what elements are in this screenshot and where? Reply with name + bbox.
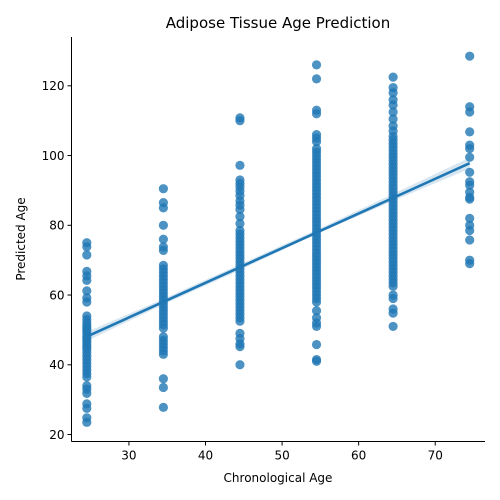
data-point [388, 321, 398, 332]
data-points [82, 51, 475, 427]
x-axis-label: Chronological Age [224, 471, 333, 485]
data-point [465, 152, 475, 162]
data-point [465, 194, 475, 204]
data-point [158, 349, 168, 359]
data-point [311, 321, 322, 332]
data-point [158, 203, 168, 213]
data-point [311, 297, 322, 307]
data-point [388, 88, 398, 98]
data-point [158, 245, 168, 256]
y-axis-label: Predicted Age [14, 197, 28, 280]
data-point [82, 403, 92, 413]
data-point [82, 297, 92, 307]
data-point [158, 220, 168, 230]
regression-line [86, 162, 471, 338]
data-point [311, 60, 322, 70]
data-point [311, 339, 322, 350]
data-point [235, 360, 245, 370]
x-tick-label: 30 [121, 449, 136, 463]
data-point [235, 116, 245, 126]
data-point [465, 143, 475, 154]
y-axis-ticks: 20 40 60 80 100 120 [42, 79, 72, 442]
data-point [311, 356, 322, 366]
x-tick-label: 60 [351, 449, 366, 463]
chart-title: Adipose Tissue Age Prediction [166, 14, 391, 32]
data-point [388, 281, 398, 291]
data-point [388, 293, 398, 304]
data-point [82, 417, 92, 427]
data-point [235, 218, 245, 229]
data-point [311, 109, 322, 119]
data-point [82, 275, 92, 285]
data-point [158, 382, 168, 393]
data-point [388, 72, 398, 82]
x-tick-label: 50 [274, 449, 289, 463]
x-tick-label: 70 [428, 449, 443, 463]
data-point [235, 205, 245, 215]
data-point [235, 316, 245, 326]
data-point [465, 107, 475, 117]
data-point [465, 235, 475, 245]
data-point [82, 242, 92, 252]
data-point [388, 308, 398, 318]
x-tick-label: 40 [198, 449, 213, 463]
data-point [465, 51, 475, 61]
data-point [388, 100, 398, 110]
plot-area [82, 51, 475, 427]
data-point [235, 160, 245, 170]
y-tick-label: 80 [49, 219, 64, 233]
data-point [311, 74, 322, 84]
data-point [311, 306, 322, 316]
data-point [158, 323, 168, 333]
data-point [465, 225, 475, 236]
data-point [311, 137, 322, 147]
data-point [465, 259, 475, 269]
y-tick-label: 60 [49, 288, 64, 302]
data-point [465, 180, 475, 190]
data-point [235, 211, 245, 222]
data-point [465, 213, 475, 223]
data-point [465, 167, 475, 177]
y-tick-label: 100 [42, 149, 65, 163]
data-point [82, 372, 92, 382]
data-point [158, 234, 168, 244]
data-point [158, 374, 168, 384]
x-axis-ticks: 30 40 50 60 70 [121, 441, 443, 463]
data-point [388, 107, 398, 117]
data-point [158, 184, 168, 194]
y-tick-label: 120 [42, 79, 65, 93]
data-point [158, 402, 168, 412]
y-tick-label: 40 [49, 358, 64, 372]
data-point [388, 114, 398, 124]
data-point [82, 286, 92, 296]
data-point [82, 250, 92, 260]
data-point [82, 388, 92, 398]
data-point [465, 127, 475, 137]
y-tick-label: 20 [49, 428, 64, 442]
data-point [235, 342, 245, 352]
